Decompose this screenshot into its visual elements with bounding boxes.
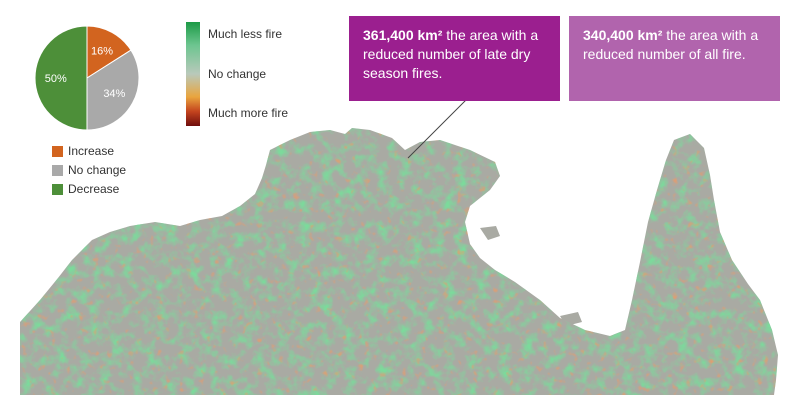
legend-swatch-no-change bbox=[52, 165, 63, 176]
legend-swatch-decrease bbox=[52, 184, 63, 195]
legend-label-decrease: Decrease bbox=[68, 182, 120, 196]
legend-label-increase: Increase bbox=[68, 144, 115, 158]
pie-slice-increase bbox=[86, 25, 132, 79]
callout-all-fire: 340,400 km² the area with a reduced numb… bbox=[569, 16, 780, 101]
pie-label-no-change: 34% bbox=[103, 88, 125, 100]
callout-late-dry-season: 361,400 km² the area with a reduced numb… bbox=[349, 16, 560, 101]
islands bbox=[480, 226, 582, 326]
pie-label-increase: 16% bbox=[91, 46, 113, 58]
callout-1-value: 361,400 km² bbox=[363, 27, 443, 43]
scale-label-top: Much less fire bbox=[208, 27, 283, 41]
callout-leader-line bbox=[407, 99, 467, 159]
pie-label-decrease: 50% bbox=[45, 73, 67, 85]
pie-slice-decrease bbox=[34, 25, 88, 131]
scale-label-bottom: Much more fire bbox=[208, 106, 289, 120]
callout-2-value: 340,400 km² bbox=[583, 27, 663, 43]
callout-1-text: the area with a reduced number of late d… bbox=[363, 27, 539, 81]
fire-change-scale bbox=[186, 22, 200, 126]
scale-label-middle: No change bbox=[208, 67, 267, 81]
legend-swatch-increase bbox=[52, 146, 63, 157]
callout-2-text: the area with a reduced number of all fi… bbox=[583, 27, 759, 62]
bottom-band bbox=[0, 395, 802, 410]
pie-chart: 16% 34% 50% bbox=[34, 25, 140, 131]
pie-slice-no-change bbox=[86, 49, 140, 131]
legend-label-no-change: No change bbox=[68, 163, 127, 177]
